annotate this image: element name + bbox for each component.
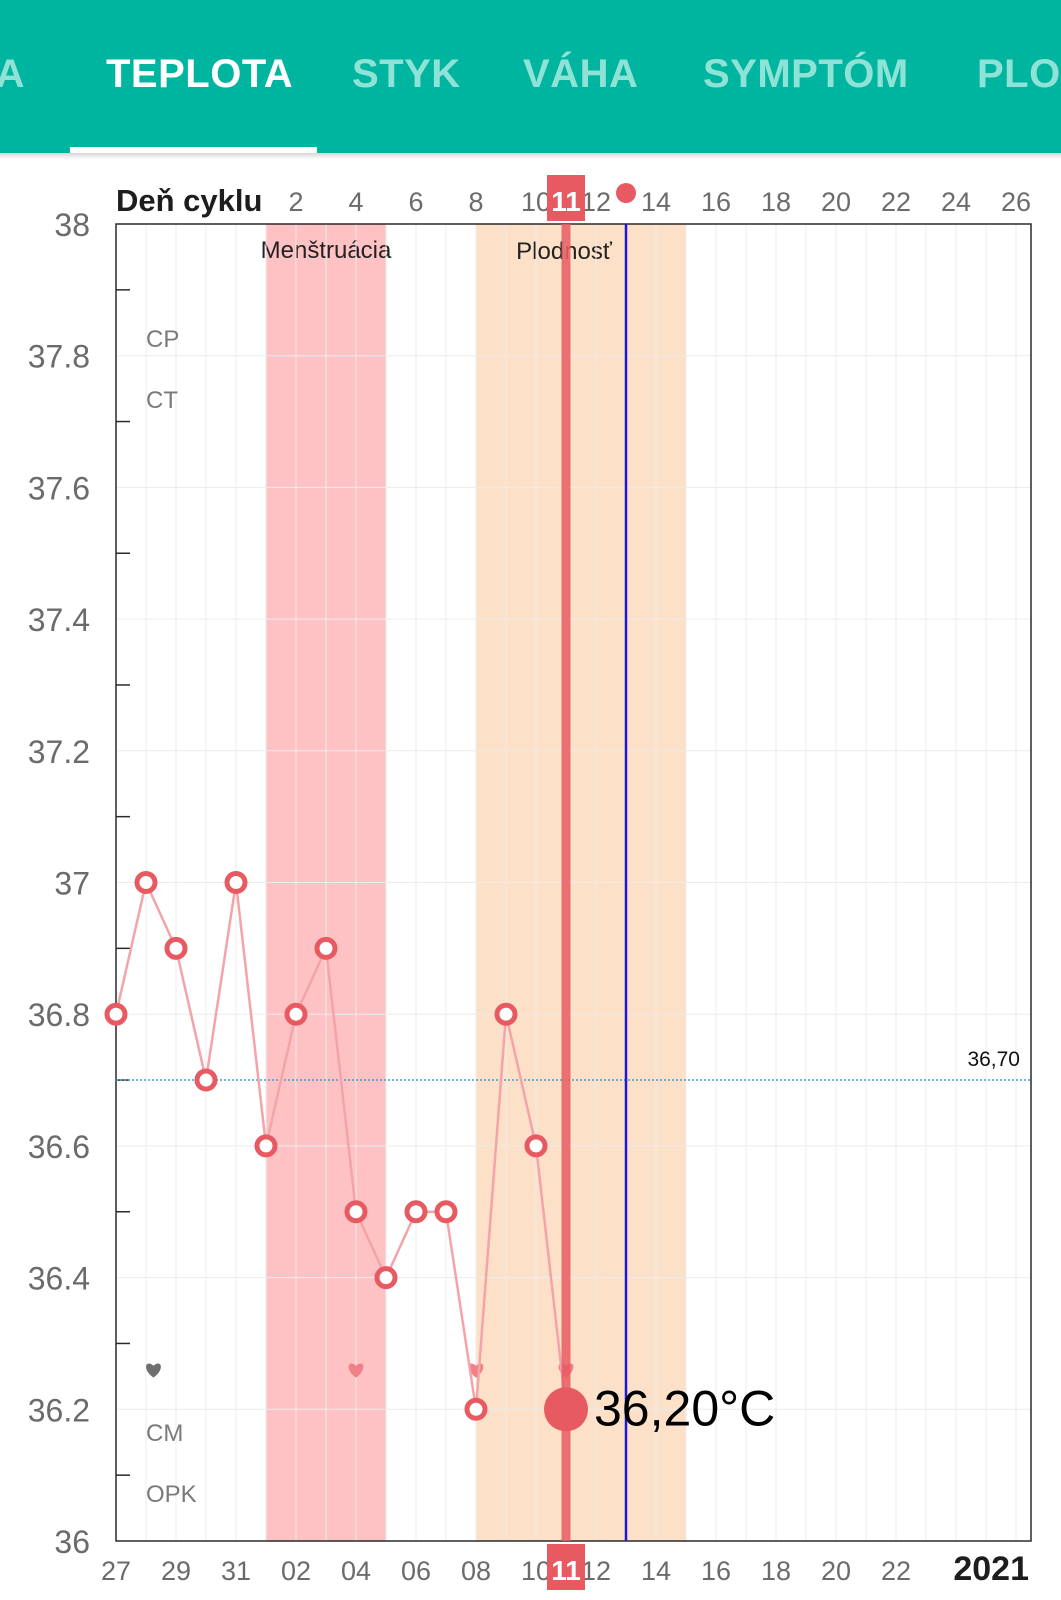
temperature-point: [254, 1134, 278, 1158]
tab-styk[interactable]: STYK: [352, 52, 461, 96]
temperature-point: [224, 871, 248, 894]
tab-plodnost[interactable]: PLOD: [977, 52, 1061, 96]
chart-frame: [115, 223, 1032, 1542]
top-tick-label: 8: [468, 187, 483, 217]
y-tick-label: 37.8: [28, 339, 90, 375]
bottom-tick-label: 27: [101, 1556, 131, 1586]
top-tick-label: 26: [1001, 187, 1031, 217]
y-tick-label: 38: [54, 207, 90, 243]
temperature-point: [134, 871, 158, 894]
selected-point: [544, 1387, 588, 1432]
top-tick-label: 20: [821, 187, 851, 217]
top-tick-label: 22: [881, 187, 911, 217]
bottom-tick-label: 18: [761, 1556, 791, 1586]
heart-icon: [146, 1363, 161, 1378]
bottom-tick-label: 12: [581, 1556, 611, 1586]
row-label-ct: CT: [146, 387, 178, 414]
bottom-tick-label: 06: [401, 1556, 431, 1586]
y-tick-label: 37.4: [28, 602, 90, 638]
temperature-point: [434, 1200, 458, 1224]
top-tick-label: 6: [408, 187, 423, 217]
temperature-point: [344, 1200, 368, 1224]
top-tick-label: 2: [288, 187, 303, 217]
y-tick-label: 37.6: [28, 470, 90, 506]
tab-vaha[interactable]: VÁHA: [523, 52, 639, 96]
active-tab-indicator: [70, 147, 317, 153]
top-tick-label: 24: [941, 187, 971, 217]
temperature-point: [284, 1002, 308, 1026]
heart-icon: [348, 1363, 364, 1378]
coverline-label: 36,70: [967, 1048, 1020, 1071]
selection-overlay: 36,20°C 11 11: [544, 175, 775, 1590]
temperature-point: [494, 1002, 518, 1026]
temperature-point: [524, 1134, 548, 1158]
y-tick-label: 36.4: [28, 1261, 90, 1297]
selected-day-badge-bottom-text: 11: [551, 1555, 581, 1586]
bottom-tick-label: 14: [641, 1556, 671, 1586]
temperature-line: [114, 878, 568, 1410]
selected-day-badge-top-text: 11: [551, 186, 581, 217]
temperature-point: [164, 936, 188, 960]
spotting-dot: [616, 183, 636, 203]
y-tick-label: 36: [54, 1524, 90, 1560]
cycle-day-axis-title: Deň cyklu: [116, 183, 262, 218]
temperature-point: [464, 1397, 488, 1421]
bottom-tick-label: 04: [341, 1556, 371, 1586]
top-axis: Deň cyklu 2 4 6 8 10 12 14 16 18 20 22 24 26: [116, 183, 1031, 218]
temperature-chart[interactable]: MenštruáciaPlodnosť 3837.837.637.437.237…: [0, 159, 1061, 1600]
day-markers: 36,70: [116, 183, 1031, 1541]
y-axis: 38 37.8 37.6 37.4 37.2 37 36.8 36.6 36.4 36.2 36: [28, 207, 130, 1560]
bottom-axis: 27 29 31 02 04 06 08 10 12 14 16 18 20 22 2021: [101, 1550, 1029, 1588]
temperature-point: [374, 1266, 398, 1290]
tab-teplota[interactable]: TEPLOTA: [106, 52, 294, 96]
appbar-shadow: [0, 153, 1061, 159]
year-label: 2021: [953, 1550, 1029, 1588]
selected-day-line: [561, 224, 571, 1541]
y-tick-label: 36.2: [28, 1392, 90, 1428]
y-tick-label: 36.8: [28, 997, 90, 1033]
tab-prior[interactable]: IA: [0, 52, 25, 96]
temperature-point: [104, 1002, 128, 1026]
bottom-tick-label: 10: [521, 1556, 551, 1586]
bottom-tick-label: 08: [461, 1556, 491, 1586]
selected-day-badge-bottom: [547, 1544, 585, 1590]
selected-day-badge-top: [547, 175, 585, 221]
top-tick-label: 12: [581, 187, 611, 217]
selected-value-label: 36,20°C: [594, 1380, 775, 1436]
temperature-series: [104, 871, 568, 1421]
tab-symptom[interactable]: SYMPTÓM: [703, 52, 909, 96]
row-label-opk: OPK: [146, 1481, 197, 1508]
top-tab-bar: IA TEPLOTA STYK VÁHA SYMPTÓM PLOD: [0, 0, 1061, 153]
temperature-point: [194, 1068, 218, 1092]
y-tick-label: 36.6: [28, 1129, 90, 1165]
top-tick-label: 18: [761, 187, 791, 217]
top-tick-label: 4: [348, 187, 363, 217]
top-tick-label: 16: [701, 187, 731, 217]
bottom-tick-label: 20: [821, 1556, 851, 1586]
row-label-cm: CM: [146, 1420, 183, 1447]
bottom-tick-label: 02: [281, 1556, 311, 1586]
plot-border: [115, 223, 1032, 1542]
temperature-point: [314, 936, 338, 960]
y-tick-label: 37.2: [28, 734, 90, 770]
y-tick-label: 37: [54, 866, 90, 902]
bottom-tick-label: 16: [701, 1556, 731, 1586]
temperature-point: [404, 1200, 428, 1224]
bottom-tick-label: 29: [161, 1556, 191, 1586]
row-labels: CP CT CM OPK: [146, 326, 197, 1508]
top-tick-label: 14: [641, 187, 671, 217]
row-label-cp: CP: [146, 326, 179, 353]
bottom-tick-label: 22: [881, 1556, 911, 1586]
bottom-tick-label: 31: [221, 1556, 251, 1586]
top-tick-label: 10: [521, 187, 551, 217]
